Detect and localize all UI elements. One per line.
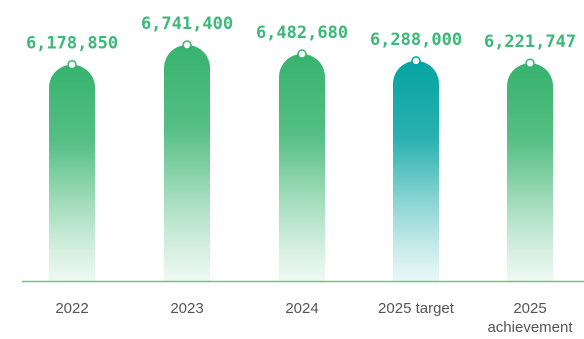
value-label-2: 6,482,680 bbox=[256, 23, 348, 43]
category-label-4-line-1: achievement bbox=[487, 319, 573, 336]
bar-1 bbox=[164, 45, 210, 281]
bar-3 bbox=[393, 60, 439, 281]
value-label-1: 6,741,400 bbox=[141, 14, 233, 34]
category-label-2: 2024 bbox=[285, 300, 318, 317]
value-label-0: 6,178,850 bbox=[26, 34, 118, 54]
bar-2 bbox=[279, 54, 325, 281]
bar-top-marker-1 bbox=[182, 40, 192, 50]
bar-top-marker-0 bbox=[67, 59, 77, 70]
bar-top-marker-3 bbox=[411, 56, 421, 66]
bar-4 bbox=[507, 63, 553, 282]
value-label-3: 6,288,000 bbox=[370, 30, 462, 50]
bar-top-marker-2 bbox=[297, 49, 307, 59]
category-label-0: 2022 bbox=[55, 300, 88, 317]
labels-layer: 6,178,850 2022 6,741,400 2023 6,482,680 2024 6… bbox=[26, 14, 576, 336]
bar-top-marker-4 bbox=[525, 58, 535, 68]
value-label-4: 6,221,747 bbox=[484, 32, 576, 52]
bar-0 bbox=[49, 64, 95, 281]
bars-layer bbox=[49, 40, 553, 282]
category-label-3: 2025 target bbox=[378, 300, 455, 317]
category-label-1: 2023 bbox=[170, 300, 203, 317]
category-label-4-line-0: 2025 bbox=[513, 300, 546, 317]
